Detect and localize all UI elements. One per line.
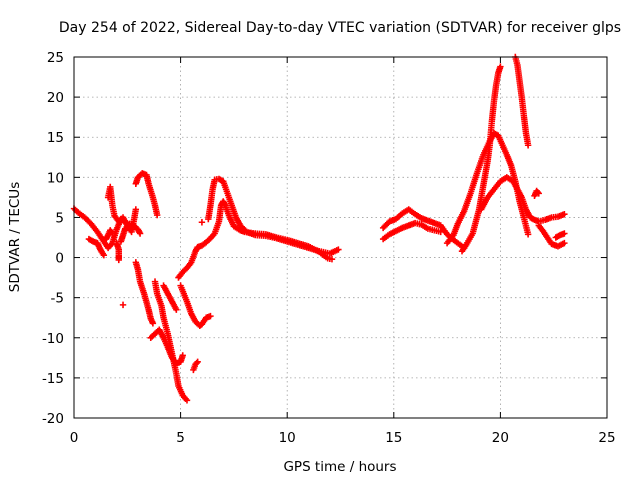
series-arc-y <box>535 222 568 250</box>
series-arc-p <box>190 358 201 374</box>
data-point <box>109 230 116 237</box>
y-tick-label: 15 <box>47 130 64 146</box>
series-arc-n <box>175 198 336 281</box>
data-point <box>561 239 568 247</box>
data-point <box>198 219 206 226</box>
data-points <box>70 53 568 404</box>
data-point <box>335 246 342 253</box>
series-arc-f <box>117 220 133 245</box>
data-point <box>132 206 140 213</box>
series-arc-b <box>85 235 108 259</box>
data-point <box>153 211 161 219</box>
data-point <box>561 230 568 237</box>
x-tick-label: 20 <box>492 430 509 446</box>
data-point <box>524 142 532 149</box>
data-point <box>534 188 541 196</box>
series-arc-h <box>132 170 161 219</box>
data-point <box>100 251 108 259</box>
data-point <box>136 230 144 237</box>
data-point <box>193 359 200 367</box>
x-tick-label: 25 <box>598 430 615 446</box>
x-tick-label: 5 <box>176 430 185 446</box>
y-tick-label: 25 <box>47 50 64 66</box>
data-point <box>173 306 180 313</box>
y-tick-label: 0 <box>55 251 64 267</box>
data-point <box>126 220 133 228</box>
series-arc-x <box>531 187 542 199</box>
y-tick-label: -15 <box>42 371 64 387</box>
data-point <box>535 190 542 197</box>
y-tick-label: 5 <box>55 210 64 226</box>
series-arc-q <box>198 219 206 226</box>
y-axis-label: SDTVAR / TECUs <box>7 182 23 292</box>
series-arc-c <box>104 183 140 236</box>
x-axis-label: GPS time / hours <box>283 459 396 475</box>
series-arc-l <box>160 282 180 313</box>
axis-ticks <box>73 56 608 419</box>
data-point <box>524 231 532 238</box>
y-tick-label: 10 <box>47 170 64 186</box>
y-tick-label: -10 <box>42 331 64 347</box>
plot-frame <box>73 56 608 419</box>
series-arc-d <box>102 227 116 243</box>
data-point <box>207 312 214 320</box>
series-arc-w <box>478 174 568 225</box>
y-tick-labels: -20 -15 -10 -5 0 5 10 15 20 25 <box>42 50 64 427</box>
series-arc-v <box>512 53 532 149</box>
data-point <box>119 301 127 309</box>
data-point <box>497 63 504 70</box>
series-arc-t <box>443 130 532 247</box>
series-arc-u <box>458 63 504 255</box>
data-point <box>179 352 186 359</box>
chart-title: Day 254 of 2022, Sidereal Day-to-day VTE… <box>59 20 621 36</box>
data-point <box>437 228 444 236</box>
x-tick-label: 15 <box>385 430 402 446</box>
y-tick-label: 20 <box>47 90 64 106</box>
series-arc-g <box>119 301 127 309</box>
x-tick-labels: 0 5 10 15 20 25 <box>70 430 616 446</box>
data-point <box>328 255 336 263</box>
data-point <box>194 358 201 366</box>
y-tick-label: -20 <box>42 411 64 427</box>
data-point <box>561 211 568 218</box>
series-arc-s <box>379 219 444 243</box>
y-tick-label: -5 <box>51 291 64 307</box>
x-tick-label: 0 <box>70 430 79 446</box>
data-point <box>149 320 157 327</box>
series-arc-i <box>132 259 157 327</box>
series-arc-o <box>205 175 342 257</box>
series-arc-k <box>151 278 191 404</box>
series-arc-z <box>552 230 568 241</box>
data-point <box>115 256 122 264</box>
x-tick-label: 10 <box>279 430 296 446</box>
grid-lines <box>74 57 607 418</box>
series-arc-e <box>113 239 122 264</box>
series-arc-m <box>177 282 214 329</box>
data-point <box>183 397 191 404</box>
